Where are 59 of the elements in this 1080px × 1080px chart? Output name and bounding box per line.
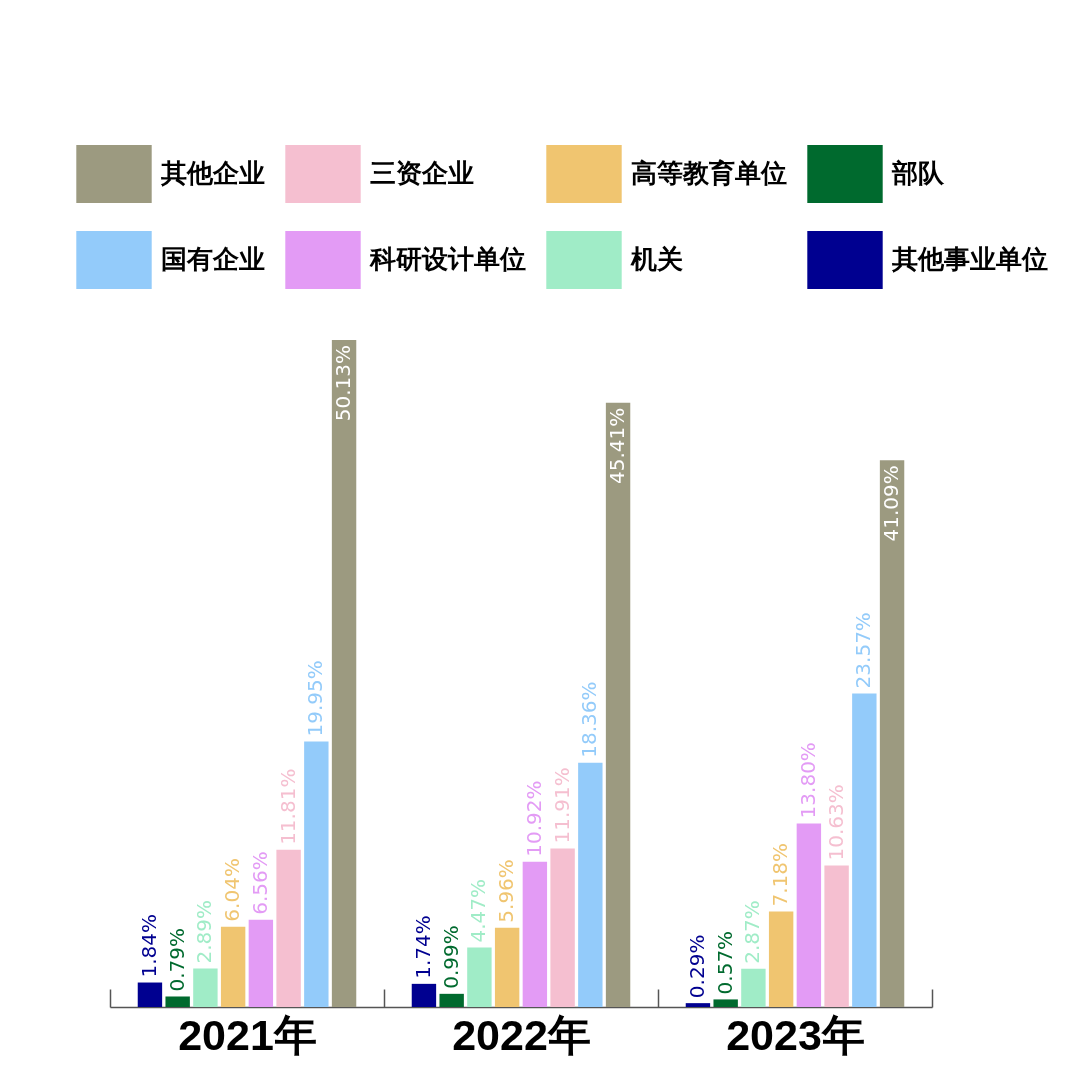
- data-label: 11.81%: [275, 768, 300, 845]
- data-label: 45.41%: [605, 407, 630, 485]
- legend-label: 国有企业: [161, 244, 265, 274]
- data-label: 13.80%: [795, 742, 820, 819]
- data-label: 10.92%: [521, 780, 546, 857]
- bar: [331, 340, 357, 1007]
- legend-label: 三资企业: [370, 158, 474, 188]
- bar: [276, 849, 301, 1007]
- data-label: 2.87%: [740, 900, 765, 964]
- legend-label: 部队: [891, 158, 945, 188]
- data-label: 0.57%: [712, 930, 737, 995]
- data-label: 0.29%: [684, 934, 709, 999]
- legend-label: 高等教育单位: [631, 158, 787, 188]
- bar: [439, 993, 464, 1007]
- bar: [824, 865, 849, 1007]
- data-label: 4.47%: [466, 878, 491, 943]
- bar: [879, 460, 905, 1007]
- bar: [713, 999, 738, 1007]
- data-label: 0.99%: [438, 925, 463, 989]
- bar: [467, 947, 492, 1007]
- data-label: 2.89%: [192, 900, 217, 964]
- bar: [137, 982, 163, 1007]
- bar: [685, 1003, 711, 1007]
- bar: [796, 823, 822, 1007]
- bar: [578, 762, 603, 1007]
- bar: [522, 861, 548, 1007]
- x-tick-label: 2023年: [726, 1010, 865, 1059]
- data-label: 1.74%: [410, 915, 435, 979]
- bar: [193, 968, 218, 1007]
- data-label: 6.04%: [220, 858, 245, 922]
- data-label: 5.96%: [494, 859, 519, 923]
- bar: [605, 402, 631, 1007]
- bar: [248, 919, 274, 1007]
- legend-label: 其他事业单位: [891, 244, 1048, 274]
- data-label: 50.13%: [331, 345, 356, 422]
- data-label: 18.36%: [577, 681, 602, 758]
- bar: [741, 968, 766, 1007]
- bar: [304, 741, 329, 1007]
- bar: [768, 911, 794, 1007]
- legend-label: 机关: [630, 244, 683, 274]
- bar: [220, 926, 246, 1007]
- bar: [550, 848, 575, 1007]
- bar: [165, 996, 190, 1007]
- legend-label: 其他企业: [160, 158, 265, 188]
- bar: [852, 693, 877, 1007]
- x-tick-label: 2022年: [452, 1010, 591, 1059]
- x-tick-label: 2021年: [178, 1010, 317, 1059]
- data-label: 11.91%: [549, 767, 574, 844]
- data-label: 0.79%: [164, 927, 189, 992]
- data-label: 7.18%: [768, 842, 793, 907]
- data-label: 41.09%: [879, 465, 904, 542]
- data-label: 23.57%: [851, 612, 876, 689]
- legend-label: 科研设计单位: [369, 244, 526, 274]
- bar: [494, 927, 520, 1007]
- data-label: 19.95%: [303, 660, 328, 737]
- bar: [411, 983, 437, 1007]
- data-label: 6.56%: [247, 851, 272, 915]
- data-label: 10.63%: [823, 784, 848, 861]
- data-label: 1.84%: [136, 913, 161, 978]
